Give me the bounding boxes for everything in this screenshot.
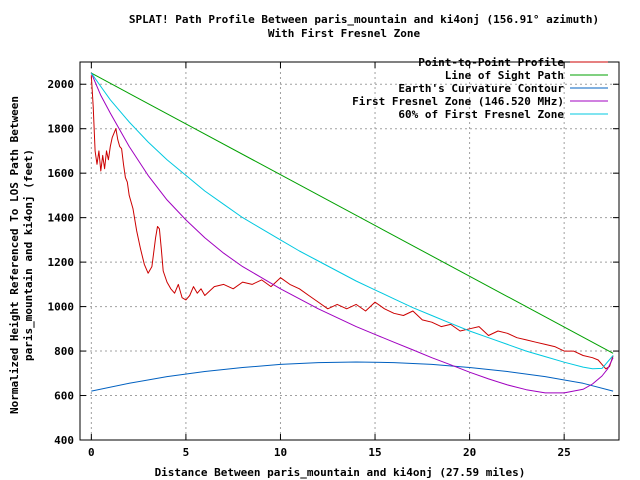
y-tick-label: 1400 xyxy=(48,212,75,225)
x-tick-label: 25 xyxy=(558,446,571,459)
series-line-2 xyxy=(91,361,614,392)
plot-frame xyxy=(79,61,620,441)
y-tick-label: 1000 xyxy=(48,301,75,314)
series-line-1 xyxy=(91,72,614,354)
x-tick-label: 15 xyxy=(368,446,381,459)
legend-label: 60% of First Fresnel Zone xyxy=(398,108,564,121)
chart-title: SPLAT! Path Profile Between paris_mounta… xyxy=(129,13,599,26)
series-group xyxy=(90,72,614,394)
y-tick-label: 600 xyxy=(54,390,74,403)
x-axis-label: Distance Between paris_mountain and ki4o… xyxy=(155,466,526,479)
series-line-3 xyxy=(90,72,614,394)
grid xyxy=(80,62,619,441)
y-tick-label: 1600 xyxy=(48,167,75,180)
legend-label: Line of Sight Path xyxy=(445,69,564,82)
y-tick-label: 1800 xyxy=(48,123,75,136)
y-tick-label: 800 xyxy=(54,345,74,358)
x-tick-label: 10 xyxy=(274,446,287,459)
y-axis-label-line1: Normalized Height Referenced To LOS Path… xyxy=(8,96,21,414)
ticks: 400 600 800 1000 1200 1400 1600 1800 2000 0 5 10 15 2… xyxy=(48,62,619,459)
legend-label: Earth's Curvature Contour xyxy=(398,82,564,95)
x-tick-label: 0 xyxy=(88,446,95,459)
chart-subtitle: With First Fresnel Zone xyxy=(268,27,421,40)
y-tick-label: 400 xyxy=(54,434,74,447)
legend-label: Point-to-Point Profile xyxy=(418,56,564,69)
series-line-4 xyxy=(90,72,614,370)
y-axis-label-line2: paris_mountain and ki4onj (feet) xyxy=(22,149,35,361)
x-tick-label: 20 xyxy=(463,446,476,459)
series-line-0 xyxy=(90,75,614,370)
y-tick-label: 1200 xyxy=(48,256,75,269)
x-tick-label: 5 xyxy=(183,446,190,459)
legend-label: First Fresnel Zone (146.520 MHz) xyxy=(352,95,564,108)
y-tick-label: 2000 xyxy=(48,78,75,91)
